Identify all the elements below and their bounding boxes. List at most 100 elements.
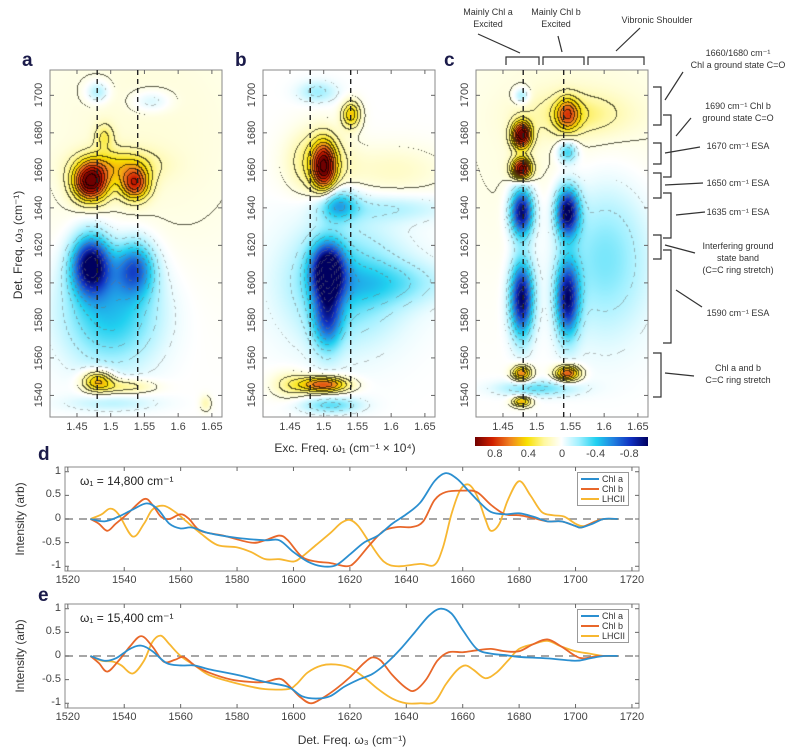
leader-line <box>664 146 701 154</box>
y-tick-label: -0.5 <box>42 672 61 685</box>
annotation-vibronic-shoulder: Vibronic Shoulder <box>622 14 693 26</box>
bracket-1690 <box>663 114 672 178</box>
panel-label-d: d <box>38 444 50 465</box>
legend-label: Chl b <box>602 621 624 631</box>
series-line-chl-b <box>89 489 618 568</box>
bracket-chl-a <box>505 56 540 65</box>
y-tick-label: 1 <box>54 464 61 477</box>
annotation-interfering-band: Interfering ground state band (C=C ring st… <box>702 240 773 276</box>
heatmap-a <box>50 70 222 417</box>
legend-d: Chl a Chl b LHCII <box>577 472 630 506</box>
colorbar-tick-label: -0.4 <box>586 448 606 460</box>
x-tick-label: 1.55 <box>133 421 156 433</box>
x-tick-label: 1.5 <box>316 421 332 433</box>
annotation-line: Excited <box>541 19 571 29</box>
x-tick-label: 1560 <box>168 574 193 586</box>
colorbar-tick-label: 0 <box>558 448 566 460</box>
colorbar <box>475 437 648 446</box>
y-tick-label: -1 <box>51 696 61 709</box>
legend-e: Chl a Chl b LHCII <box>577 609 630 643</box>
colorbar-tick-label: 0.4 <box>520 448 537 460</box>
leader-line <box>664 372 695 377</box>
y-tick-label: -1 <box>51 559 61 572</box>
x-tick-label: 1720 <box>619 574 645 586</box>
leader-line <box>664 182 704 186</box>
bracket-1650 <box>653 172 662 199</box>
x-tick-label: 1.65 <box>201 421 223 433</box>
annotation-1670-esa: 1670 cm⁻¹ ESA <box>707 140 770 152</box>
x-tick-label: 1660 <box>450 711 475 723</box>
x-tick-label: 1600 <box>281 574 306 586</box>
x-tick-label: 1680 <box>506 574 532 586</box>
y-tick-label: 0 <box>54 512 61 524</box>
legend-swatch-lhcii <box>581 635 599 637</box>
x-tick-label: 1560 <box>168 711 193 723</box>
right-brackets <box>653 71 706 398</box>
x-tick-label: 1.65 <box>414 421 436 433</box>
x-tick-label: 1.65 <box>627 421 649 433</box>
x-tick-label: 1700 <box>563 711 588 723</box>
annotation-line: Interfering ground <box>702 241 774 251</box>
legend-label: LHCII <box>602 631 626 641</box>
x-tick-label: 1620 <box>337 711 363 723</box>
annotation-ring-stretch: Chl a and b C=C ring stretch <box>705 362 770 386</box>
colorbar-tick-label: 0.8 <box>487 448 503 460</box>
annotation-line: Chl a and b <box>714 363 762 373</box>
x-tick-label: 1680 <box>506 711 532 723</box>
x-tick-label: 1600 <box>281 711 306 723</box>
series-line-chl-a <box>90 607 618 700</box>
leader-line <box>664 71 684 101</box>
x-tick-label: 1520 <box>55 711 81 723</box>
leader-line <box>675 211 706 216</box>
x-tick-label: 1660 <box>450 574 475 586</box>
annotation-chl-a-excited: Mainly Chl a Excited <box>463 6 513 30</box>
legend-label: LHCII <box>602 494 626 504</box>
heatmap-c <box>476 70 648 417</box>
annotation-1590-esa: 1590 cm⁻¹ ESA <box>707 307 770 319</box>
legend-swatch-lhcii <box>581 498 599 500</box>
y-tick-label: 0.5 <box>45 488 61 501</box>
x-tick-label: 1620 <box>337 574 363 586</box>
annotation-omega1-d: ω₁ = 14,800 cm⁻¹ <box>80 474 174 488</box>
annotation-line: Mainly Chl b <box>531 7 581 17</box>
annotation-omega1-e: ω₁ = 15,400 cm⁻¹ <box>80 611 174 625</box>
annotation-line: (C=C ring stretch) <box>702 265 774 275</box>
x-tick-label: 1580 <box>224 711 250 723</box>
y-tick-label: 0 <box>54 649 61 661</box>
annotation-line: 1690 cm⁻¹ Chl b <box>705 101 771 111</box>
annotation-1690: 1690 cm⁻¹ Chl b ground state C=O <box>702 100 773 124</box>
annotation-line: Vibronic Shoulder <box>621 15 693 25</box>
panel-label-b: b <box>235 50 247 71</box>
annotation-line: Chl a ground state C=O <box>690 60 786 70</box>
legend-swatch-chl-b <box>581 625 599 627</box>
panel-label-e: e <box>38 585 49 606</box>
legend-swatch-chl-b <box>581 488 599 490</box>
annotation-1660-1680: 1660/1680 cm⁻¹ Chl a ground state C=O <box>691 47 786 71</box>
annotation-line: 1670 cm⁻¹ ESA <box>706 141 770 151</box>
x-tick-label: 1.5 <box>103 421 119 433</box>
colorbar-tick-label: -0.8 <box>619 448 639 460</box>
bracket-1635 <box>663 192 672 239</box>
leader-line <box>477 33 521 54</box>
leader-line <box>664 244 696 254</box>
annotation-chl-b-excited: Mainly Chl b Excited <box>531 6 581 30</box>
leader-line <box>675 289 703 308</box>
x-tick-label: 1.55 <box>346 421 369 433</box>
bracket-interfering <box>653 234 662 260</box>
x-tick-label: 1640 <box>394 574 419 586</box>
leader-line <box>557 35 563 53</box>
top-brackets <box>477 27 645 65</box>
x-tick-label: 1520 <box>55 574 81 586</box>
annotation-1635-esa: 1635 cm⁻¹ ESA <box>707 206 770 218</box>
annotation-line: ground state C=O <box>702 113 774 123</box>
plot-frame-c <box>475 69 649 418</box>
x-tick-label: 1.5 <box>529 421 545 433</box>
series-line-lhcii <box>90 634 618 705</box>
series-line-lhcii <box>90 480 618 568</box>
plot-frame-a <box>49 69 223 418</box>
x-tick-label: 1.55 <box>559 421 582 433</box>
x-tick-label: 1700 <box>563 574 588 586</box>
panel-label-c: c <box>444 50 455 71</box>
bracket-1670 <box>653 142 662 165</box>
annotation-line: 1660/1680 cm⁻¹ <box>705 48 771 58</box>
